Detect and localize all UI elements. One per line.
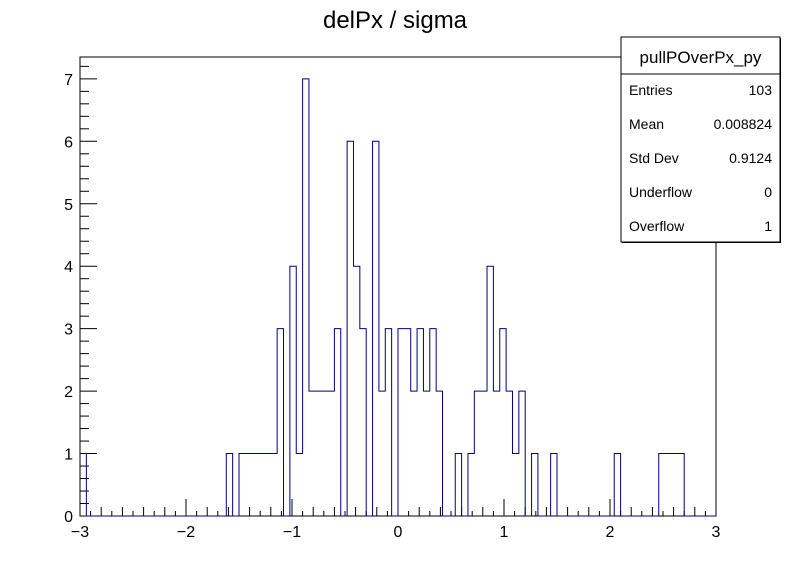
y-tick-label: 0 xyxy=(64,509,73,526)
x-tick-label: 3 xyxy=(712,524,721,541)
y-tick-label: 7 xyxy=(64,72,73,89)
x-tick-label: −3 xyxy=(71,524,89,541)
x-tick-label: 1 xyxy=(500,524,509,541)
stats-value: 0 xyxy=(764,184,772,200)
stats-value: 0.008824 xyxy=(714,116,773,132)
x-tick-label: 2 xyxy=(606,524,615,541)
stats-box: pullPOverPx_py Entries 103 Mean 0.008824 Std … xyxy=(620,36,781,243)
stats-value: 1 xyxy=(764,218,772,234)
stats-label: Entries xyxy=(629,82,673,98)
x-tick-label: −1 xyxy=(283,524,301,541)
stats-value: 103 xyxy=(749,82,773,98)
stats-label: Mean xyxy=(629,116,664,132)
y-axis-labels: 0 1 2 3 4 5 6 7 xyxy=(64,72,73,526)
stats-box-frame xyxy=(620,36,781,243)
y-tick-label: 2 xyxy=(64,384,73,401)
histogram-line xyxy=(80,78,716,517)
x-axis-labels: −3 −2 −1 0 1 2 3 xyxy=(71,524,721,541)
chart-title: delPx / sigma xyxy=(323,7,468,34)
stats-value: 0.9124 xyxy=(729,150,772,166)
y-tick-label: 1 xyxy=(64,447,73,464)
stats-label: Std Dev xyxy=(629,150,679,166)
x-tick-label: 0 xyxy=(394,524,403,541)
stats-box-title: pullPOverPx_py xyxy=(640,48,762,67)
stats-label: Underflow xyxy=(629,184,693,200)
y-tick-label: 6 xyxy=(64,134,73,151)
y-tick-label: 3 xyxy=(64,322,73,339)
y-tick-label: 5 xyxy=(64,197,73,214)
x-tick-label: −2 xyxy=(177,524,195,541)
y-tick-label: 4 xyxy=(64,259,73,276)
stats-label: Overflow xyxy=(629,218,685,234)
